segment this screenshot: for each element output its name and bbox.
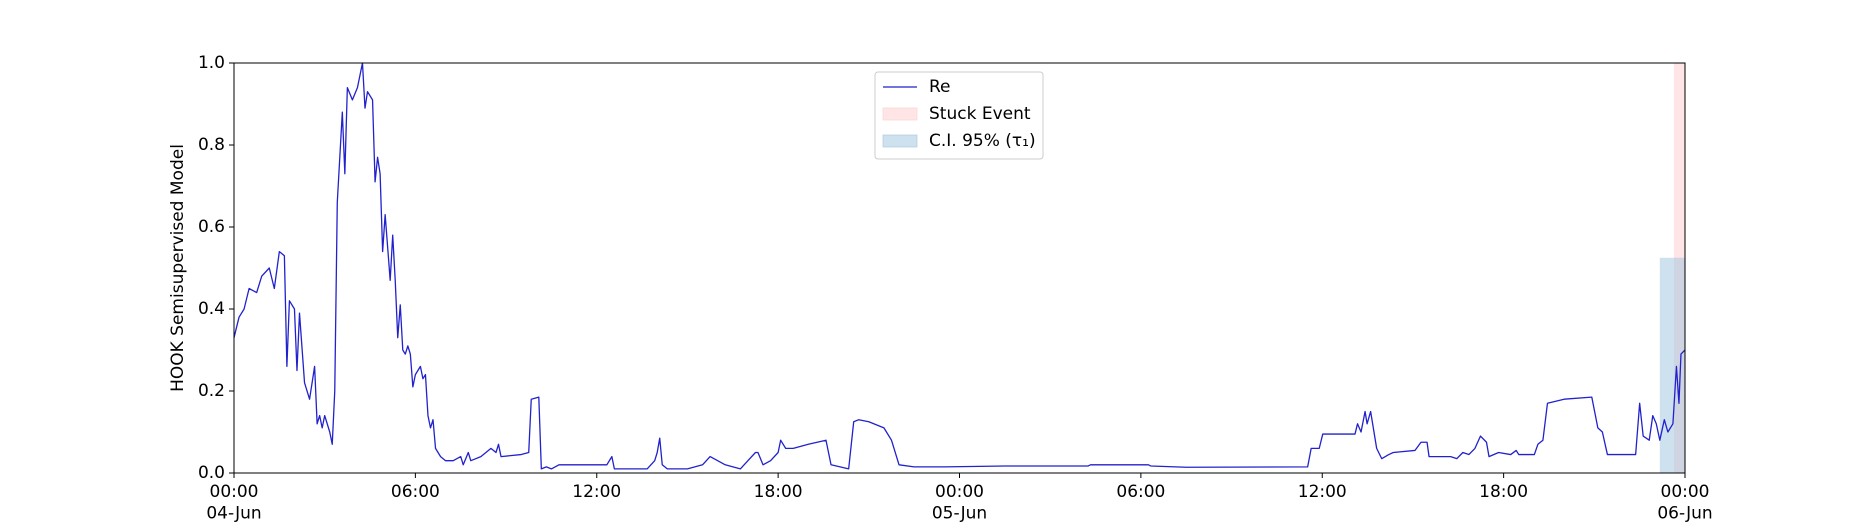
x-tick-label: 00:00 05-Jun [932,482,987,523]
legend-swatch [882,134,918,148]
y-tick-label: 0.8 [198,135,225,155]
legend-label: C.I. 95% (τ₁) [929,131,1036,151]
y-tick-label: 0.0 [198,463,225,483]
y-axis-label: HOOK Semisupervised Model [168,144,188,392]
y-tick-label: 0.4 [198,299,225,319]
x-tick-label: 06:00 [391,482,440,502]
legend-label: Stuck Event [929,104,1031,124]
x-tick-label: 06:00 [1116,482,1165,502]
y-tick-label: 0.2 [198,381,225,401]
x-tick-label: 18:00 [1479,482,1528,502]
line [233,62,1686,470]
x-tick-label: 00:00 06-Jun [1657,482,1712,523]
x-tick-label: 12:00 [1298,482,1347,502]
y-tick-label: 1.0 [198,53,225,73]
span [1659,257,1685,473]
legend-label: Re [929,77,951,97]
x-tick-label: 12:00 [572,482,621,502]
x-tick-label: 18:00 [754,482,803,502]
y-tick-label: 0.6 [198,217,225,237]
legend-swatch [882,107,918,121]
